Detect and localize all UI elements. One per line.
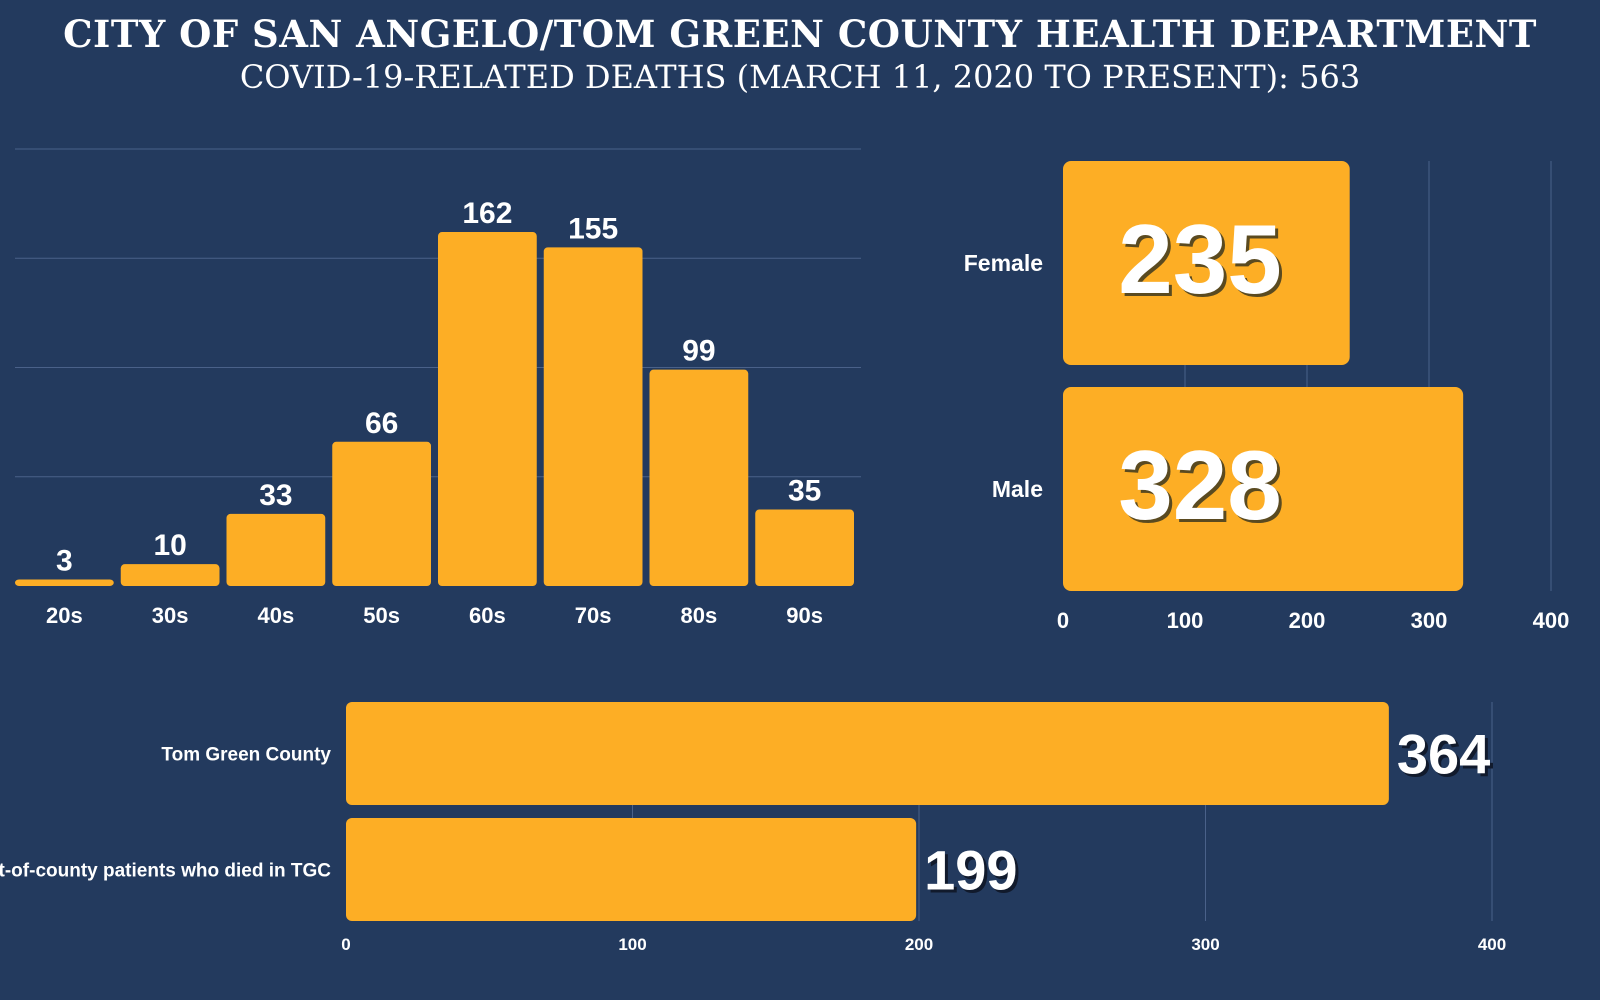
bar-90s — [755, 509, 854, 586]
x-tick-label: 200 — [1289, 608, 1326, 633]
x-tick-label: 80s — [681, 603, 718, 628]
data-label: 162 — [462, 197, 512, 230]
x-tick-label: 0 — [341, 935, 350, 954]
bar-70s — [543, 247, 643, 586]
x-tick-label: 0 — [1057, 608, 1069, 633]
bar-50s — [332, 441, 431, 586]
x-tick-label: 60s — [469, 603, 506, 628]
x-tick-label: 30s — [152, 603, 189, 628]
data-label: 10 — [153, 529, 186, 562]
bar-40s — [226, 513, 326, 586]
x-tick-label: 90s — [786, 603, 823, 628]
bar-0 — [346, 702, 1389, 805]
x-tick-label: 300 — [1411, 608, 1448, 633]
data-label: 235 — [1118, 204, 1282, 314]
bar-20s — [15, 579, 114, 586]
x-tick-label: 20s — [46, 603, 83, 628]
y-tick-label: Female — [964, 250, 1043, 276]
bar-1 — [346, 818, 917, 921]
data-label: 66 — [365, 407, 398, 440]
data-label: 99 — [682, 335, 715, 368]
x-tick-label: 70s — [575, 603, 612, 628]
data-label: 328 — [1118, 430, 1282, 540]
data-label: 364 — [1397, 723, 1490, 786]
x-tick-label: 400 — [1533, 608, 1570, 633]
x-tick-label: 50s — [363, 603, 400, 628]
bar-30s — [120, 564, 220, 586]
data-label: 35 — [788, 475, 821, 508]
data-label: 199 — [924, 839, 1017, 902]
bar-Female — [1063, 161, 1350, 365]
data-label: 155 — [568, 212, 618, 245]
page-title: CITY OF SAN ANGELO/TOM GREEN COUNTY HEAL… — [63, 12, 1537, 56]
x-tick-label: 300 — [1191, 935, 1219, 954]
page-subtitle: COVID-19-RELATED DEATHS (MARCH 11, 2020 … — [239, 58, 1361, 96]
data-label: 33 — [259, 479, 292, 512]
y-tick-label: Male — [992, 476, 1043, 502]
data-label: 3 — [56, 544, 73, 577]
x-tick-label: 100 — [618, 935, 646, 954]
bar-Male — [1063, 387, 1464, 591]
y-tick-label: Tom Green County — [161, 745, 331, 766]
y-tick-label: Out-of-county patients who died in TGC — [0, 861, 331, 882]
x-tick-label: 200 — [905, 935, 933, 954]
bar-60s — [438, 232, 537, 586]
x-tick-label: 400 — [1478, 935, 1506, 954]
x-tick-label: 40s — [258, 603, 295, 628]
x-tick-label: 100 — [1167, 608, 1204, 633]
bar-80s — [649, 369, 749, 586]
